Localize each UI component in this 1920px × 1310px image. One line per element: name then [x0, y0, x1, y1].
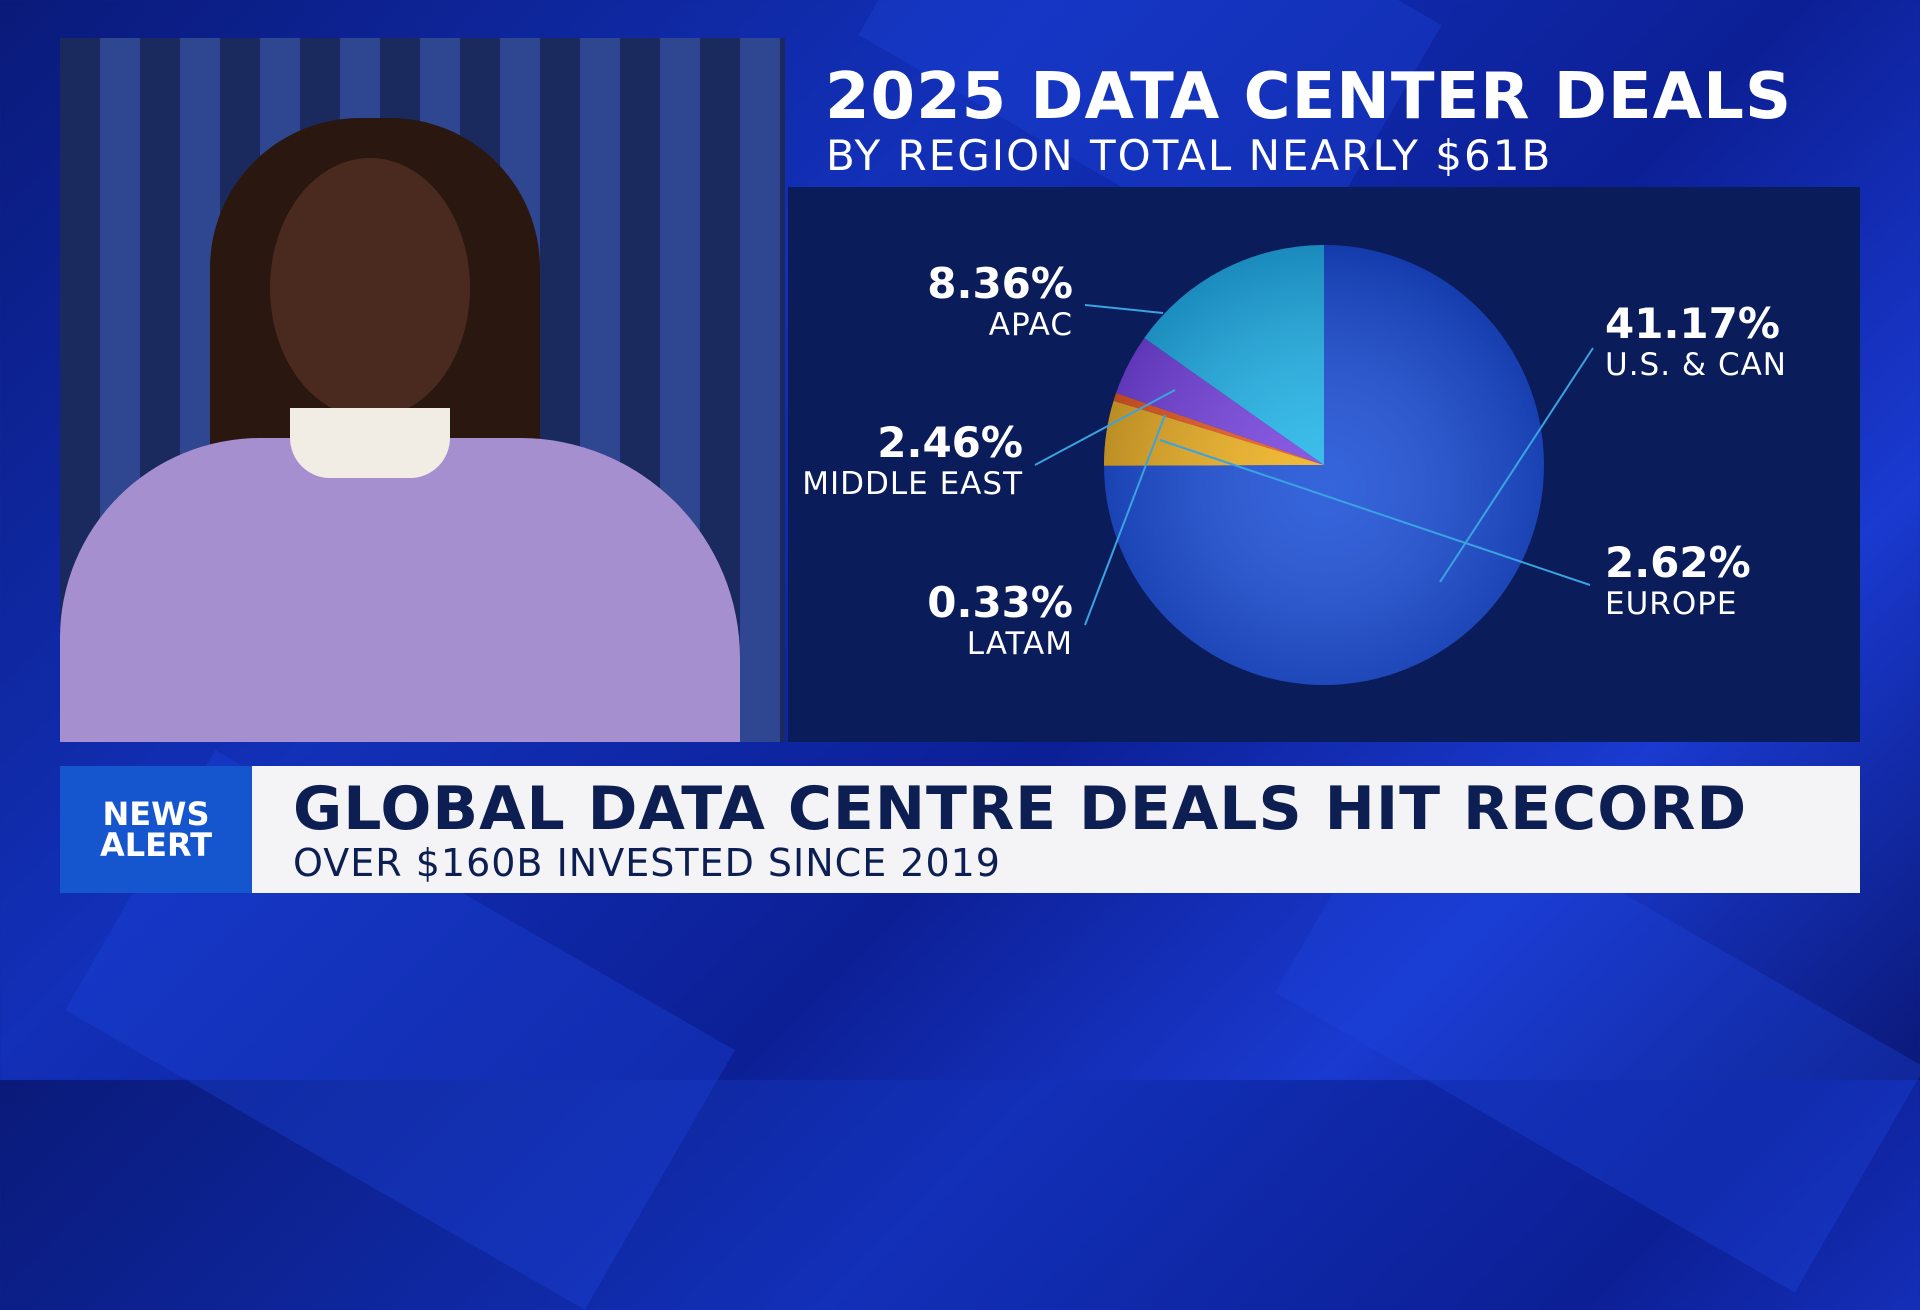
label-latam: 0.33% LATAM [927, 578, 1073, 663]
person-collar [290, 408, 450, 478]
chart-title: 2025 DATA CENTER DEALS [825, 60, 1793, 134]
label-europe-name: EUROPE [1605, 586, 1738, 622]
label-apac-value: 8.36% [927, 259, 1073, 308]
leader-line-europe [1159, 439, 1591, 586]
label-apac-name: APAC [988, 307, 1073, 343]
leader-line-apac [1084, 304, 1164, 314]
lower-third-banner: NEWS ALERT GLOBAL DATA CENTRE DEALS HIT … [60, 766, 1860, 893]
chart-subtitle: BY REGION TOTAL NEARLY $61B [826, 131, 1553, 180]
label-middle-east: 2.46% MIDDLE EAST [802, 418, 1023, 503]
label-us-can-value: 41.17% [1605, 299, 1780, 348]
anchor-video-feed [60, 38, 785, 742]
person-sweater [60, 438, 740, 742]
chart-panel: 8.36% APAC 2.46% MIDDLE EAST 0.33% LATAM… [788, 187, 1860, 742]
label-us-can: 41.17% U.S. & CAN [1605, 299, 1787, 384]
pie-chart [1034, 245, 1594, 685]
leader-line-middle-east [1034, 389, 1176, 466]
headline: GLOBAL DATA CENTRE DEALS HIT RECORD [293, 774, 1748, 844]
label-apac: 8.36% APAC [927, 259, 1073, 344]
subheadline: OVER $160B INVESTED SINCE 2019 [293, 841, 1001, 885]
label-middle-east-name: MIDDLE EAST [802, 466, 1023, 502]
person-face [270, 158, 470, 418]
label-latam-value: 0.33% [927, 578, 1073, 627]
label-europe-value: 2.62% [1605, 538, 1751, 587]
leader-line-latam [1084, 414, 1166, 626]
label-middle-east-value: 2.46% [877, 418, 1023, 467]
news-alert-line2: ALERT [99, 825, 213, 864]
label-us-can-name: U.S. & CAN [1605, 347, 1787, 383]
leader-line-us-can [1439, 347, 1594, 583]
news-alert-badge: NEWS ALERT [60, 766, 252, 893]
news-alert-line1: NEWS [102, 794, 210, 833]
pie-shading [1104, 245, 1544, 685]
label-latam-name: LATAM [966, 626, 1073, 662]
label-europe: 2.62% EUROPE [1605, 538, 1751, 623]
